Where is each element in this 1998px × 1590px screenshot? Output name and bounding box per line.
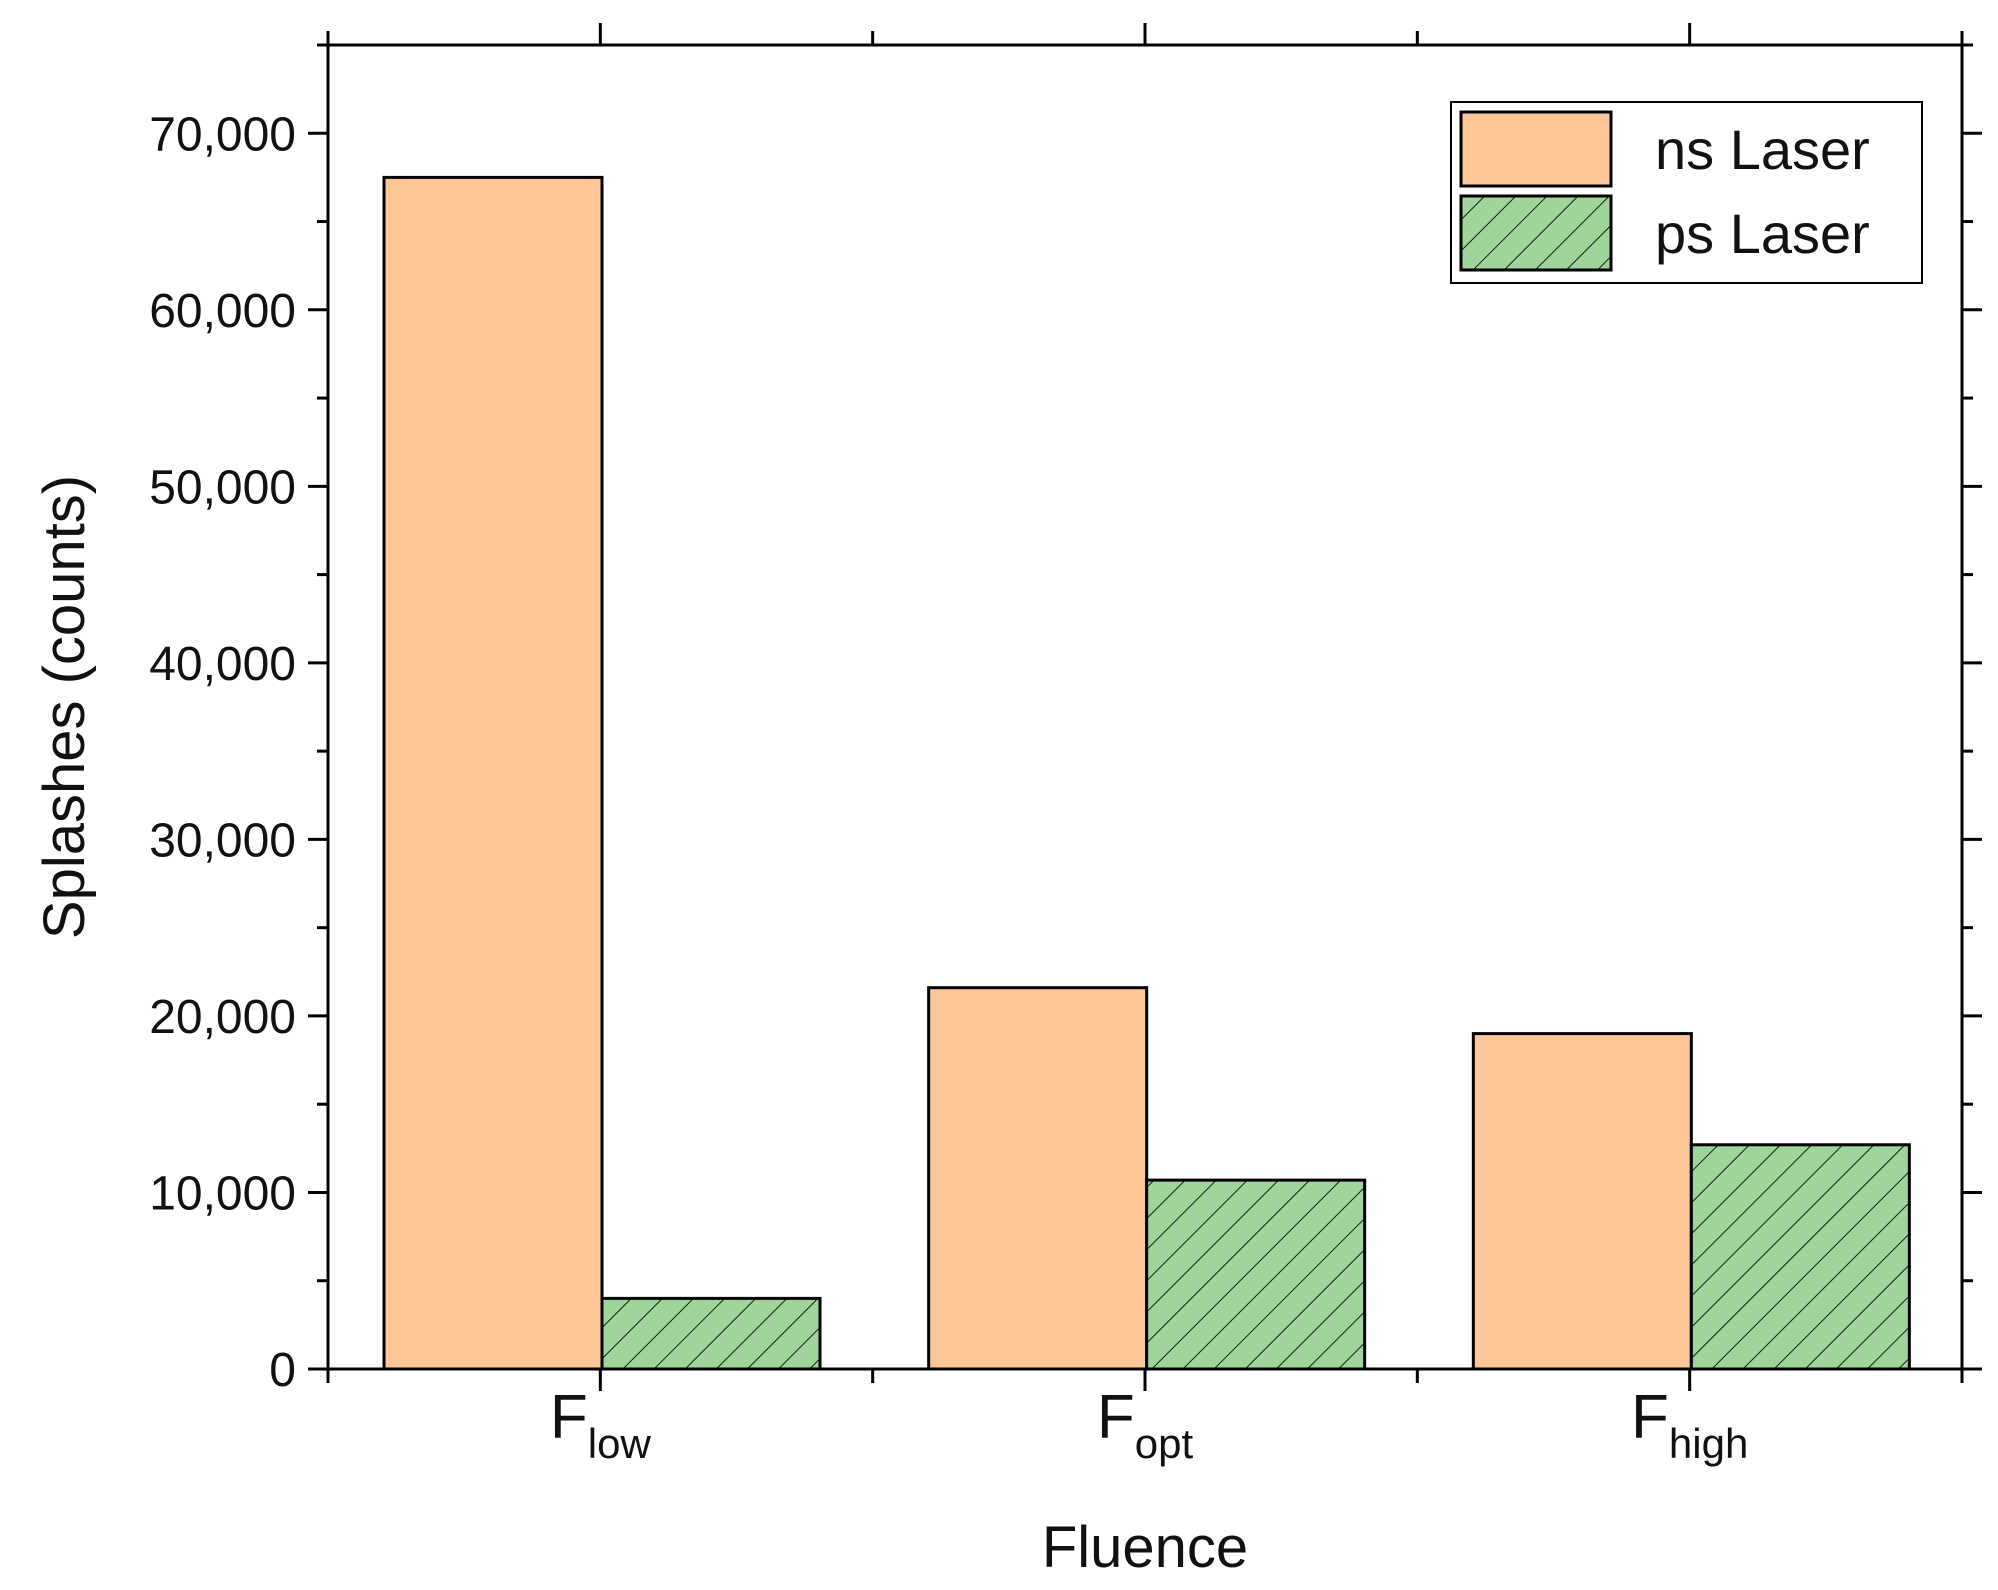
x-category-main: F (550, 1383, 588, 1452)
x-category-subscript: low (588, 1420, 652, 1467)
legend-swatch (1459, 110, 1613, 188)
x-category-subscript: high (1669, 1420, 1748, 1467)
bars-group (382, 175, 1911, 1371)
y-tick-label: 20,000 (149, 991, 296, 1044)
ticks-group: 0 10,000 20,000 30,000 40,000 50,000 60,000 70,… (149, 23, 1982, 1397)
bar-ns-laser-opt (927, 986, 1149, 1371)
y-tick-label: 10,000 (149, 1167, 296, 1220)
bar-ns-laser-high (1471, 1032, 1693, 1371)
y-axis-label: Splashes (counts) (32, 475, 97, 939)
y-tick-label: 70,000 (149, 108, 296, 161)
y-tick-label: 30,000 (149, 814, 296, 867)
x-category-labels: Flow Fopt Fhigh (550, 1383, 1748, 1467)
bar-ns-laser-low (382, 175, 604, 1371)
y-tick-label: 40,000 (149, 638, 296, 691)
legend-swatch (1459, 194, 1613, 272)
y-tick-label: 50,000 (149, 461, 296, 514)
y-tick-label: 60,000 (149, 285, 296, 338)
x-category-label: Fhigh (1631, 1383, 1748, 1467)
x-category-main: F (1631, 1383, 1669, 1452)
bar-ps-laser-opt (1145, 1178, 1367, 1371)
x-category-label: Fopt (1097, 1383, 1194, 1467)
x-category-label: Flow (550, 1383, 652, 1467)
legend-entry-label: ns Laser (1655, 118, 1870, 181)
x-category-subscript: opt (1135, 1420, 1194, 1467)
y-tick-label: 0 (269, 1344, 296, 1397)
legend-entry-label: ps Laser (1655, 202, 1870, 265)
legend: ns Laser ps Laser (1450, 101, 1923, 284)
x-category-main: F (1097, 1383, 1135, 1452)
bar-ps-laser-high (1689, 1143, 1911, 1371)
x-axis-label: Fluence (1042, 1515, 1248, 1580)
bar-ps-laser-low (600, 1296, 822, 1371)
